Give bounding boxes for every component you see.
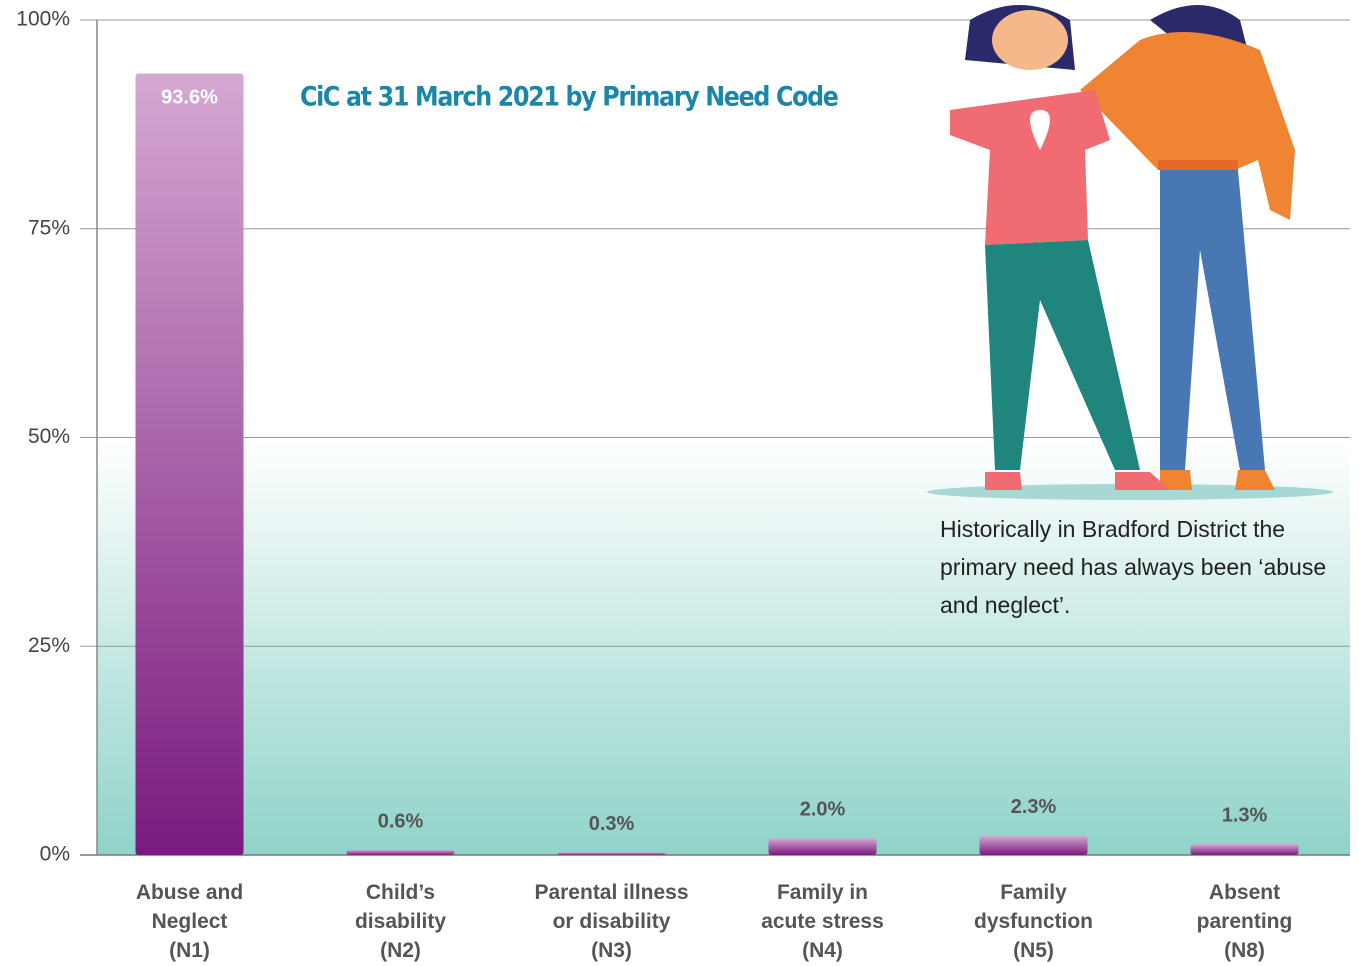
- y-tick-label: 0%: [40, 843, 70, 866]
- value-label: 0.6%: [378, 810, 424, 832]
- x-tick-label: Parental illness or disability (N3): [534, 881, 689, 962]
- value-label: 2.0%: [800, 799, 846, 821]
- illustration: [927, 5, 1333, 500]
- bar: [1190, 844, 1299, 855]
- value-label: 2.3%: [1011, 796, 1057, 818]
- plot-background: [97, 440, 1350, 855]
- y-tick-label: 50%: [28, 425, 70, 448]
- y-tick-label: 100%: [16, 8, 70, 31]
- y-tick-label: 25%: [28, 634, 70, 657]
- x-tick-label: Absent parenting (N8): [1196, 881, 1293, 962]
- value-label: 93.6%: [161, 87, 218, 109]
- value-label: 0.3%: [589, 813, 635, 835]
- annotation: Historically in Bradford District the pr…: [940, 516, 1327, 618]
- x-tick-label: Child’s disability (N2): [354, 881, 447, 962]
- bar: [768, 838, 877, 855]
- chart-title: CiC at 31 March 2021 by Primary Need Cod…: [300, 80, 839, 112]
- x-tick-label: Family dysfunction (N5): [974, 881, 1093, 962]
- bar: [557, 852, 666, 855]
- bar: [135, 73, 244, 855]
- y-tick-label: 75%: [28, 216, 70, 239]
- value-label: 1.3%: [1222, 804, 1268, 826]
- bar: [979, 835, 1088, 855]
- x-tick-label: Family in acute stress (N4): [761, 881, 884, 962]
- x-tick-label: Abuse and Neglect (N1): [135, 881, 244, 962]
- bar: [346, 849, 455, 855]
